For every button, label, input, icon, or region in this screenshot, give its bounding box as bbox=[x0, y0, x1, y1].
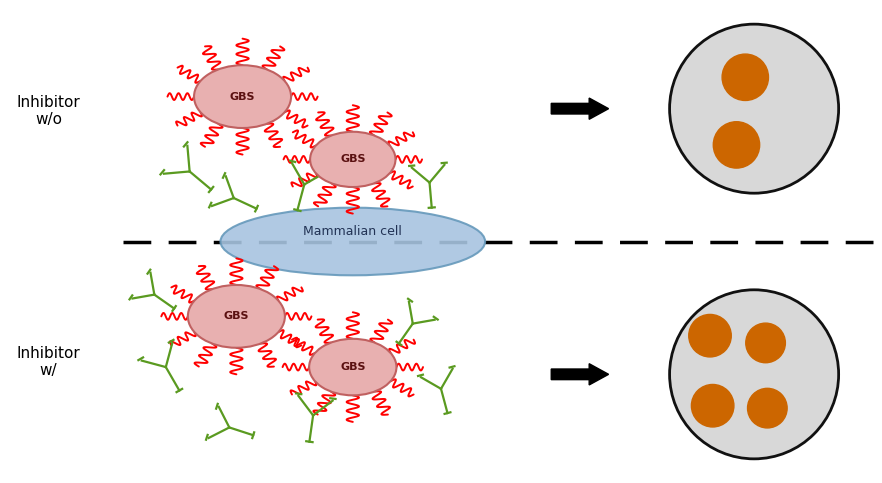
Ellipse shape bbox=[669, 290, 839, 459]
Text: Mammalian cell: Mammalian cell bbox=[303, 226, 402, 238]
FancyArrow shape bbox=[551, 98, 609, 119]
Text: GBS: GBS bbox=[340, 155, 365, 164]
Ellipse shape bbox=[714, 122, 759, 168]
Ellipse shape bbox=[669, 24, 839, 193]
Text: Inhibitor
w/o: Inhibitor w/o bbox=[17, 95, 80, 128]
Ellipse shape bbox=[722, 54, 768, 100]
Ellipse shape bbox=[310, 132, 395, 187]
Text: GBS: GBS bbox=[224, 312, 249, 321]
Ellipse shape bbox=[689, 314, 731, 357]
FancyArrow shape bbox=[551, 364, 609, 385]
Ellipse shape bbox=[194, 65, 291, 128]
Text: GBS: GBS bbox=[230, 92, 255, 101]
Ellipse shape bbox=[746, 323, 785, 363]
Ellipse shape bbox=[310, 339, 397, 395]
Ellipse shape bbox=[691, 384, 734, 427]
Text: GBS: GBS bbox=[340, 362, 365, 372]
Ellipse shape bbox=[748, 388, 787, 428]
Ellipse shape bbox=[220, 208, 485, 275]
Ellipse shape bbox=[188, 285, 285, 348]
Text: Inhibitor
w/: Inhibitor w/ bbox=[17, 346, 80, 379]
